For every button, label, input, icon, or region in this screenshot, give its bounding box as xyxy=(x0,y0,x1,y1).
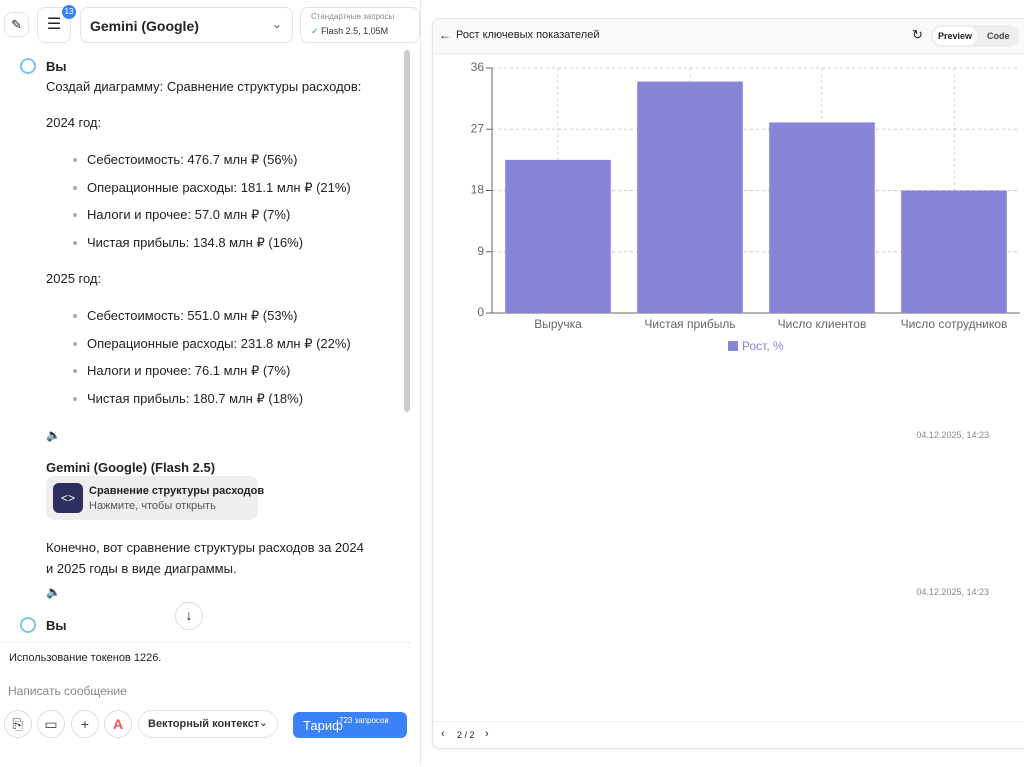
badge: 13 xyxy=(62,5,76,19)
token-usage: Использование токенов 1226. xyxy=(9,652,162,664)
plan-value: Flash 2.5, 1,05M xyxy=(321,26,389,36)
font-button[interactable]: A xyxy=(104,710,132,738)
model-name: Gemini (Google) xyxy=(90,18,199,34)
preview-panel: ← Рост ключевых показателей ↻ Preview Co… xyxy=(432,18,1024,749)
heading: 2024 год: xyxy=(46,115,102,130)
list-item: Налоги и прочее: 76.1 млн ₽ (7%) xyxy=(72,363,291,378)
plan-label: Стандартные запросы xyxy=(311,12,395,21)
message-text: Создай диаграмму: Сравнение структуры ра… xyxy=(46,79,362,94)
speak-button[interactable]: 🔈 xyxy=(46,585,61,599)
avatar xyxy=(20,617,36,633)
heading: 2025 год: xyxy=(46,271,102,286)
refresh-button[interactable]: ↻ xyxy=(912,27,923,42)
model-select[interactable]: Gemini (Google) ⌄ xyxy=(80,7,293,43)
speak-button[interactable]: 🔈 xyxy=(46,428,61,442)
timestamp: 04.12.2025, 14:23 xyxy=(916,587,989,597)
composer: Использование токенов 1226. Написать соо… xyxy=(0,642,412,767)
card-subtitle: Нажмите, чтобы открыть xyxy=(89,500,216,512)
message-text: Конечно, вот сравнение структуры расходо… xyxy=(46,540,364,576)
list-item: Операционные расходы: 181.1 млн ₽ (21%) xyxy=(73,180,351,195)
prompt-button[interactable]: ▭ xyxy=(37,710,65,738)
bar xyxy=(505,159,611,313)
tab[interactable]: Preview xyxy=(933,27,977,45)
x-tick-label: Число клиентов xyxy=(778,317,867,331)
bar xyxy=(901,190,1007,313)
tariff-button[interactable]: Тариф 723 запросов xyxy=(293,712,407,738)
context-label: Векторный контекст xyxy=(148,718,260,730)
plan-box: Стандартные запросы ✓ Flash 2.5, 1,05M xyxy=(300,7,420,43)
tab[interactable]: Code xyxy=(987,31,1010,41)
y-tick-label: 0 xyxy=(477,305,484,319)
back-button[interactable]: ← xyxy=(439,28,451,42)
list-item: Чистая прибыль: 180.7 млн ₽ (18%) xyxy=(72,391,304,406)
pager: 2 / 2 xyxy=(457,730,475,740)
preview-header: ← Рост ключевых показателей ↻ Preview Co… xyxy=(433,19,1024,54)
list-item: Чистая прибыль: 134.8 млн ₽ (16%) xyxy=(72,235,304,250)
x-tick-label: Число сотрудников xyxy=(901,317,1008,331)
preview-footer: ‹ 2 / 2 › xyxy=(433,721,1024,748)
list-item: Налоги и прочее: 57.0 млн ₽ (7%) xyxy=(72,207,291,222)
new-chat-button[interactable]: ✎ xyxy=(4,12,29,37)
y-tick-label: 18 xyxy=(471,183,485,197)
tariff-count: 723 запросов xyxy=(339,716,389,725)
author: Gemini (Google) (Flash 2.5) xyxy=(46,460,216,475)
legend-label: Рост, % xyxy=(742,339,784,353)
author: Вы xyxy=(46,618,67,633)
preview-title: Рост ключевых показателей xyxy=(456,29,600,41)
add-button[interactable]: + xyxy=(71,710,99,738)
x-tick-label: Выручка xyxy=(534,317,582,331)
avatar xyxy=(20,58,36,74)
y-tick-label: 27 xyxy=(471,121,485,135)
timestamp: 04.12.2025, 14:23 xyxy=(916,430,989,440)
y-tick-label: 9 xyxy=(477,244,484,258)
message-input[interactable]: Написать сообщение xyxy=(8,684,127,698)
legend-swatch xyxy=(728,341,738,351)
tariff-label: Тариф xyxy=(303,718,343,733)
card-title: Сравнение структуры расходов xyxy=(89,485,265,497)
artifact-card[interactable]: <> Сравнение структуры расходов Нажмите,… xyxy=(46,476,264,520)
context-select[interactable]: Векторный контекст ⌄ xyxy=(138,710,278,738)
attach-button[interactable]: ⎘ xyxy=(4,710,32,738)
y-tick-label: 36 xyxy=(471,60,485,74)
x-tick-label: Чистая прибыль xyxy=(644,317,735,331)
chart: 0 9 18 27 36 Выручка Чистая прибыль Число клиен… xyxy=(471,60,1020,353)
author: Вы xyxy=(46,59,67,74)
scroll-down-button[interactable]: ↓ xyxy=(175,602,203,630)
divider xyxy=(420,0,421,766)
list-item: Операционные расходы: 231.8 млн ₽ (22%) xyxy=(73,336,351,351)
bar xyxy=(769,122,875,313)
bar xyxy=(637,81,743,313)
settings-button[interactable]: ☰ xyxy=(37,7,71,43)
list-item: Себестоимость: 476.7 млн ₽ (56%) xyxy=(72,152,298,167)
list-item: Себестоимость: 551.0 млн ₽ (53%) xyxy=(72,308,298,323)
scrollbar xyxy=(404,50,410,412)
